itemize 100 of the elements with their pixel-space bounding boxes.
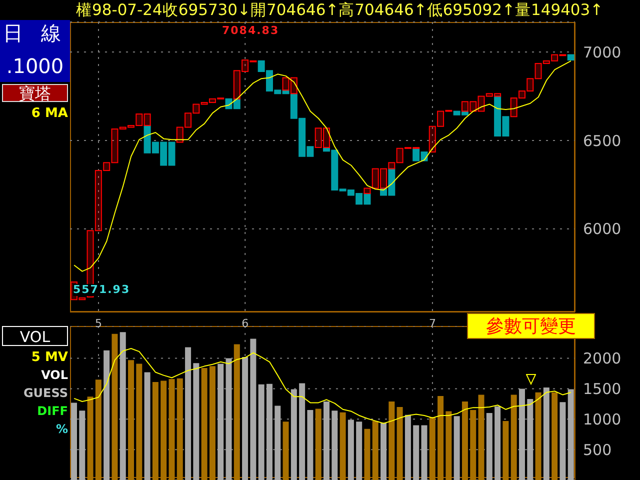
- bar: [176, 126, 184, 143]
- bar: [79, 410, 86, 480]
- bar: [208, 98, 216, 103]
- bar: [144, 113, 151, 126]
- bar: [226, 358, 232, 480]
- bar: [454, 416, 460, 480]
- text: 5 MV: [30, 350, 68, 367]
- bar: [388, 401, 395, 480]
- y-tick-label: 1500: [583, 380, 622, 398]
- bar: [290, 389, 297, 480]
- y-tick-label: 500: [583, 440, 612, 459]
- bar: [494, 406, 501, 480]
- bar: [437, 110, 444, 127]
- bar: [185, 347, 192, 480]
- bar: [429, 417, 436, 480]
- chart-title: 權98-07-24收695730↓開704646↑高704646↑低695092↑量149403↑: [76, 0, 604, 20]
- bar: [461, 101, 468, 112]
- annotation: 參數可變更: [467, 313, 595, 339]
- bar: [478, 394, 484, 480]
- bar: [518, 388, 525, 480]
- bar: [470, 101, 477, 112]
- text: VOL: [40, 368, 68, 382]
- line-series: [74, 60, 572, 272]
- bar: [274, 406, 281, 480]
- bar: [184, 112, 192, 128]
- y-tick-label: 1000: [583, 410, 622, 428]
- bar: [510, 98, 518, 118]
- bar: [314, 128, 322, 148]
- bar: [543, 387, 550, 480]
- bar: [250, 338, 256, 480]
- bar: [136, 364, 142, 480]
- bar: [242, 60, 249, 72]
- bar: [518, 90, 526, 99]
- bar: [340, 412, 346, 480]
- line-series: [74, 348, 572, 424]
- y-tick-label: 6000: [583, 220, 622, 238]
- bar: [486, 413, 492, 480]
- bar: [502, 420, 509, 480]
- bar: [160, 380, 167, 480]
- y-tick-label: 6500: [583, 132, 622, 150]
- bar: [372, 420, 378, 480]
- bar: [404, 414, 411, 480]
- text: 6 MA: [30, 106, 68, 123]
- bar: [71, 402, 77, 480]
- bar: [462, 401, 468, 480]
- bar: [103, 162, 110, 172]
- bar: [438, 396, 444, 480]
- bar: [136, 113, 143, 126]
- text: 日 線: [0, 20, 70, 54]
- bar: [128, 360, 134, 480]
- annotation: 5571.93: [73, 283, 130, 296]
- bar: [144, 372, 150, 480]
- bar: [527, 399, 534, 480]
- text: %: [54, 422, 68, 436]
- text: VOL: [2, 326, 68, 346]
- bar: [299, 383, 306, 480]
- bar: [266, 384, 272, 480]
- bar: [234, 344, 240, 480]
- bar: [168, 378, 175, 480]
- bar: [112, 334, 118, 480]
- bar: [526, 78, 534, 92]
- bar: [218, 364, 224, 480]
- bar: [242, 357, 248, 480]
- bar: [120, 332, 126, 480]
- bar: [356, 422, 362, 480]
- bar: [258, 384, 264, 480]
- y-tick-label: 7000: [583, 43, 622, 62]
- text: GUESS: [22, 386, 68, 400]
- bar: [380, 422, 387, 480]
- bar: [332, 410, 338, 480]
- bar: [364, 188, 371, 194]
- bar: [315, 408, 322, 480]
- bar: [193, 363, 200, 480]
- bar: [551, 54, 558, 62]
- bar: [290, 77, 298, 94]
- bar: [152, 382, 158, 480]
- bar: [282, 77, 290, 91]
- bar: [535, 392, 542, 480]
- bar: [233, 70, 240, 100]
- bar: [307, 410, 314, 480]
- bar: [552, 392, 558, 480]
- bar: [494, 93, 502, 97]
- bar: [510, 394, 517, 480]
- bar: [421, 425, 428, 480]
- bar: [567, 54, 574, 61]
- text: .1000: [0, 54, 70, 82]
- bar: [372, 168, 379, 189]
- annotation: 7084.83: [222, 24, 280, 37]
- bar: [542, 60, 550, 64]
- bar: [364, 428, 370, 480]
- bar: [486, 93, 493, 97]
- bar: [104, 350, 110, 480]
- bar: [323, 128, 330, 148]
- bar: [380, 168, 388, 189]
- bar: [446, 411, 452, 480]
- bar: [192, 104, 200, 114]
- bar: [209, 366, 216, 480]
- bar: [388, 162, 396, 170]
- text: DIFF: [36, 404, 68, 418]
- bar: [560, 402, 566, 480]
